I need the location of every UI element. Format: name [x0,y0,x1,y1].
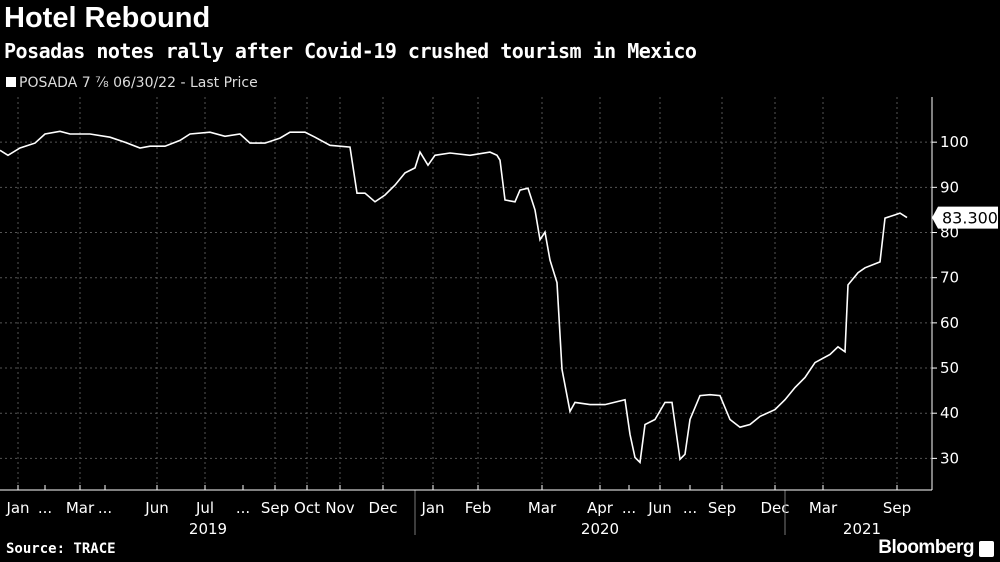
x-tick-label: ... [236,499,250,517]
x-tick-label: Apr [587,499,614,517]
y-tick-label: 70 [940,269,959,287]
x-tick-label: ... [683,499,697,517]
x-tick-label: ... [98,499,112,517]
x-tick-label: Dec [368,499,397,517]
bloomberg-logo: Bloomberg [878,537,974,558]
x-tick-label: ... [622,499,636,517]
last-value-label: 83.300 [942,209,998,228]
x-tick-label: Jan [5,499,29,517]
x-tick-label: Dec [760,499,789,517]
x-tick-label: Nov [325,499,354,517]
x-tick-label: Jun [144,499,168,517]
x-tick-label: Jul [195,499,214,517]
year-label: 2019 [189,520,227,538]
y-tick-label: 90 [940,178,959,196]
legend: POSADA 7 ⅞ 06/30/22 - Last Price [6,75,258,91]
y-tick-label: 30 [940,449,959,467]
y-tick-label: 60 [940,314,959,332]
x-tick-label: Sep [883,499,911,517]
x-tick-label: ... [38,499,52,517]
x-tick-label: Feb [465,499,492,517]
source-note: Source: TRACE [6,541,116,557]
x-tick-label: Jun [647,499,671,517]
chart-title: Hotel Rebound [4,2,211,34]
bloomberg-icon [979,541,994,557]
y-tick-label: 50 [940,359,959,377]
x-tick-label: Oct [294,499,320,517]
y-tick-label: 40 [940,404,959,422]
y-tick-label: 100 [940,133,969,151]
x-tick-label: Mar [528,499,557,517]
x-tick-label: Sep [261,499,289,517]
last-value-badge [932,206,998,229]
legend-label: POSADA 7 ⅞ 06/30/22 - Last Price [19,75,258,91]
year-label: 2021 [843,520,881,538]
legend-swatch [6,77,16,87]
x-tick-label: Mar [66,499,95,517]
x-tick-label: Jan [420,499,444,517]
x-tick-label: Sep [708,499,736,517]
x-tick-label: Mar [809,499,838,517]
year-label: 2020 [581,520,619,538]
chart-subtitle: Posadas notes rally after Covid-19 crush… [4,39,697,63]
